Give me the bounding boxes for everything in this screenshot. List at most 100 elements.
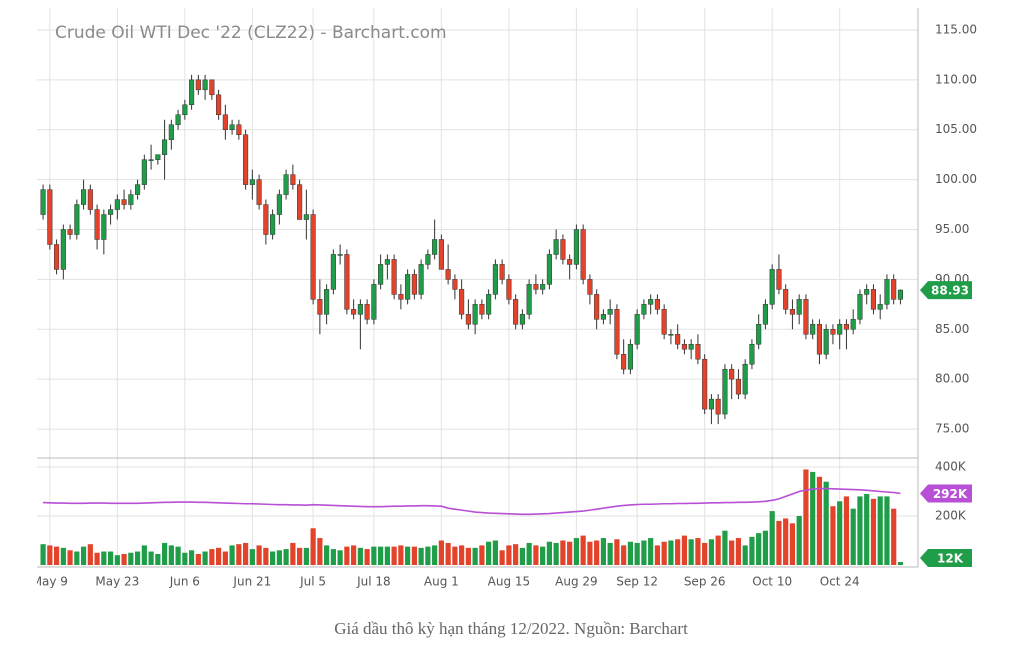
candle-body bbox=[337, 254, 343, 256]
chart-title: Crude Oil WTI Dec '22 (CLZ22) - Barchart… bbox=[55, 23, 447, 43]
volume-bar bbox=[702, 542, 708, 565]
candle-body bbox=[864, 289, 870, 295]
candle-body bbox=[324, 289, 330, 315]
volume-bar bbox=[40, 544, 46, 565]
candle-body bbox=[155, 154, 161, 160]
candle-body bbox=[330, 254, 336, 290]
volume-bar bbox=[789, 523, 796, 565]
candle-body bbox=[283, 174, 289, 195]
volume-bar bbox=[675, 539, 681, 565]
volume-bar bbox=[378, 546, 384, 565]
y-tick-label: 75.00 bbox=[935, 422, 969, 436]
candle-body bbox=[891, 279, 897, 300]
candle-body bbox=[418, 264, 424, 295]
candle-body bbox=[432, 239, 438, 255]
candle-body bbox=[310, 214, 316, 300]
volume-bar bbox=[573, 538, 580, 565]
x-tick-label: Sep 26 bbox=[684, 575, 726, 589]
candle-body bbox=[837, 324, 843, 335]
volume-bar bbox=[114, 555, 120, 565]
candle-body bbox=[648, 299, 654, 305]
x-tick-label: Oct 24 bbox=[820, 575, 860, 589]
candle-body bbox=[675, 334, 681, 345]
volume-bar bbox=[155, 553, 161, 565]
volume-bar bbox=[762, 530, 769, 565]
volume-bar bbox=[168, 545, 174, 565]
candle-body bbox=[438, 239, 444, 270]
candle-body bbox=[769, 269, 775, 305]
candle-body bbox=[884, 279, 890, 305]
candle-body bbox=[303, 214, 309, 220]
volume-bar bbox=[459, 545, 465, 565]
volume-bar bbox=[540, 546, 546, 565]
candle-body bbox=[121, 199, 127, 205]
candle-body bbox=[243, 134, 249, 185]
volume-bar bbox=[290, 542, 296, 565]
volume-bar bbox=[668, 540, 674, 565]
candle-body bbox=[870, 289, 876, 310]
candle-body bbox=[614, 309, 620, 355]
candle-body bbox=[803, 299, 809, 335]
candle-body bbox=[351, 309, 357, 315]
volume-bar bbox=[391, 546, 397, 565]
volume-bar bbox=[634, 542, 640, 565]
grid bbox=[37, 8, 918, 567]
volume-bar bbox=[816, 476, 823, 565]
y-tick-label: 105.00 bbox=[935, 122, 977, 136]
candle-body bbox=[695, 344, 701, 360]
candle-body bbox=[60, 229, 66, 270]
volume-tick-label: 200K bbox=[935, 509, 967, 523]
candle-body bbox=[74, 204, 80, 235]
volume-bar bbox=[864, 493, 870, 565]
value-tag bbox=[920, 549, 972, 568]
volume-bar bbox=[654, 545, 661, 565]
volume-bar bbox=[283, 549, 289, 565]
candle-body bbox=[256, 179, 262, 205]
candle-body bbox=[114, 199, 120, 210]
candle-body bbox=[425, 254, 431, 265]
candle-body bbox=[708, 398, 714, 410]
x-tick-label: Jun 21 bbox=[232, 575, 271, 589]
candle-body bbox=[742, 363, 748, 395]
candle-body bbox=[411, 274, 417, 295]
x-tick-label: Sep 12 bbox=[616, 575, 658, 589]
volume-bar bbox=[533, 545, 539, 565]
candle-body bbox=[128, 194, 134, 205]
candle-body bbox=[249, 179, 255, 185]
volume-bar bbox=[371, 546, 377, 565]
candle-body bbox=[209, 79, 215, 96]
candle-body bbox=[580, 229, 586, 280]
candle-body bbox=[749, 344, 755, 365]
volume-bar bbox=[337, 550, 343, 565]
y-tick-label: 80.00 bbox=[935, 372, 969, 386]
volume-bar bbox=[425, 546, 431, 565]
volume-bar bbox=[870, 498, 877, 565]
volume-bar bbox=[627, 541, 634, 565]
volume-bar bbox=[803, 469, 809, 565]
candle-body bbox=[465, 314, 471, 325]
candle-body bbox=[405, 274, 411, 300]
candle-body bbox=[344, 254, 350, 310]
volume-bar bbox=[121, 553, 127, 565]
candle-body bbox=[715, 398, 721, 415]
volume-bar bbox=[513, 544, 519, 565]
labels: 75.0080.0085.0090.0095.00100.00105.00110… bbox=[37, 22, 977, 589]
volume-bar bbox=[364, 549, 370, 565]
volume-bar bbox=[80, 546, 87, 565]
volume-bar bbox=[303, 547, 309, 565]
value-tag-label: 88.93 bbox=[931, 284, 969, 298]
volume-bar bbox=[742, 545, 748, 565]
volume-ma-line bbox=[43, 487, 901, 516]
volume-bar bbox=[567, 541, 573, 565]
candle-body bbox=[472, 304, 478, 325]
volume-bar bbox=[47, 545, 53, 565]
volume-bar bbox=[188, 550, 195, 565]
candle-body bbox=[216, 94, 222, 116]
x-tick-label: Jun 6 bbox=[169, 575, 200, 589]
volume-bar bbox=[357, 547, 363, 565]
candle-body bbox=[87, 189, 93, 210]
candle-body bbox=[290, 174, 296, 185]
value-tag-label: 12K bbox=[937, 552, 964, 566]
volume-bar bbox=[87, 544, 93, 565]
candle-body bbox=[560, 239, 566, 260]
